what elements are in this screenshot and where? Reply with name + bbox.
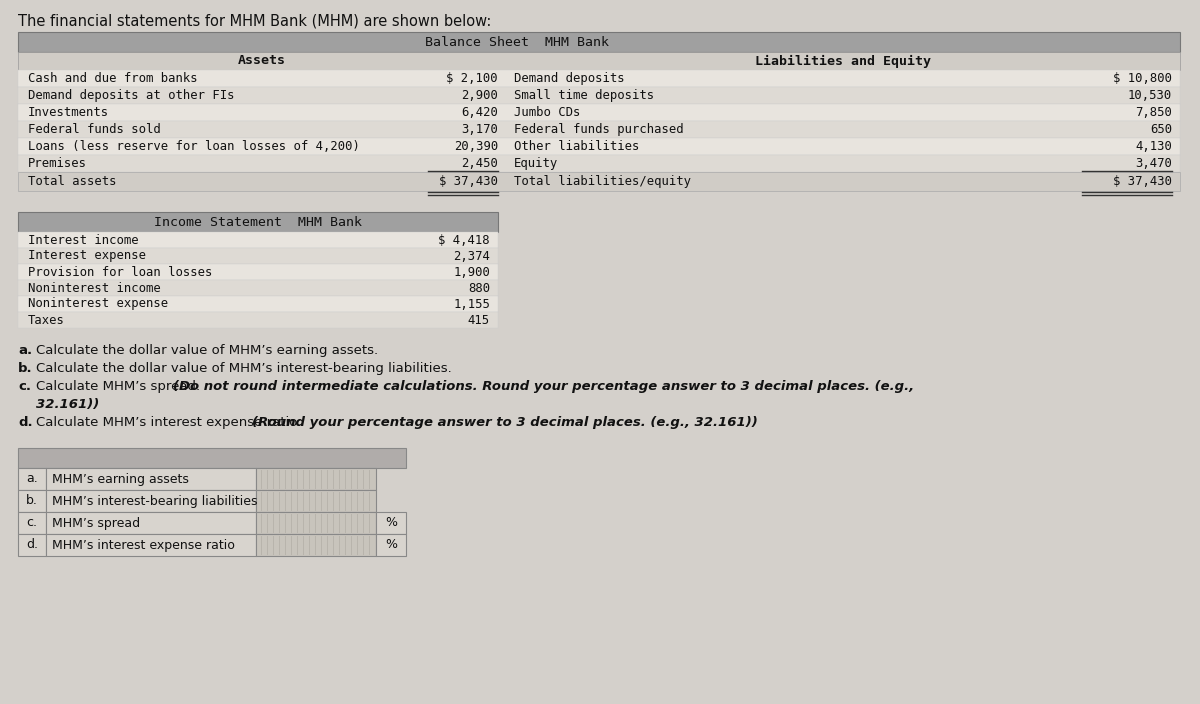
Text: 2,900: 2,900 [461,89,498,102]
Bar [46,468,256,490]
Bar [18,70,1180,87]
Text: Demand deposits at other FIs: Demand deposits at other FIs [28,89,234,102]
Text: The financial statements for MHM Bank (MHM) are shown below:: The financial statements for MHM Bank (M… [18,14,491,29]
Text: d.: d. [18,416,32,429]
Text: Interest expense: Interest expense [28,249,146,263]
Bar [18,312,498,328]
Bar [256,468,376,490]
Text: 7,850: 7,850 [1135,106,1172,119]
Text: Interest income: Interest income [28,234,139,246]
Text: $ 10,800: $ 10,800 [1114,72,1172,85]
Text: %: % [385,517,397,529]
Text: Assets: Assets [238,54,286,68]
Bar [18,32,1180,52]
Text: 415: 415 [468,313,490,327]
Text: 650: 650 [1150,123,1172,136]
Text: b.: b. [18,362,32,375]
Bar [256,534,376,556]
Text: $ 37,430: $ 37,430 [1114,175,1172,188]
Text: Calculate MHM’s spread.: Calculate MHM’s spread. [36,380,204,393]
Text: Total assets: Total assets [28,175,116,188]
Text: 880: 880 [468,282,490,294]
Text: 2,374: 2,374 [454,249,490,263]
Text: $ 2,100: $ 2,100 [446,72,498,85]
Text: Demand deposits: Demand deposits [514,72,625,85]
Text: c.: c. [18,380,31,393]
Text: Cash and due from banks: Cash and due from banks [28,72,198,85]
Text: Investments: Investments [28,106,109,119]
Bar [18,52,1180,70]
Text: $ 4,418: $ 4,418 [438,234,490,246]
Text: MHM’s interest expense ratio: MHM’s interest expense ratio [52,539,235,551]
Bar [18,155,1180,172]
Text: Federal funds purchased: Federal funds purchased [514,123,684,136]
Bar [18,468,46,490]
Bar [18,212,498,232]
Text: Equity: Equity [514,157,558,170]
Text: d.: d. [26,539,38,551]
Bar [18,296,498,312]
Text: Taxes: Taxes [28,313,65,327]
Text: b.: b. [26,494,38,508]
Bar [18,138,1180,155]
Text: 10,530: 10,530 [1128,89,1172,102]
Bar [376,512,406,534]
Text: Calculate the dollar value of MHM’s interest-bearing liabilities.: Calculate the dollar value of MHM’s inte… [36,362,451,375]
Text: 1,900: 1,900 [454,265,490,279]
Bar [18,264,498,280]
Bar [18,280,498,296]
Bar [46,490,256,512]
Text: a.: a. [18,344,32,357]
Text: 4,130: 4,130 [1135,140,1172,153]
Bar [18,248,498,264]
Text: 32.161)): 32.161)) [36,398,100,411]
Text: 20,390: 20,390 [454,140,498,153]
Text: Federal funds sold: Federal funds sold [28,123,161,136]
Bar [376,534,406,556]
Text: 2,450: 2,450 [461,157,498,170]
Text: MHM’s spread: MHM’s spread [52,517,140,529]
Text: a.: a. [26,472,38,486]
Text: c.: c. [26,517,37,529]
Text: Calculate MHM’s interest expense ratio.: Calculate MHM’s interest expense ratio. [36,416,306,429]
Text: (Do not round intermediate calculations. Round your percentage answer to 3 decim: (Do not round intermediate calculations.… [173,380,914,393]
Text: 3,170: 3,170 [461,123,498,136]
Bar [18,87,1180,104]
Bar [18,232,498,248]
Bar [18,104,1180,121]
Text: 3,470: 3,470 [1135,157,1172,170]
Bar [18,534,46,556]
Bar [18,490,46,512]
Text: Premises: Premises [28,157,88,170]
Bar [18,121,1180,138]
Bar [18,448,406,468]
Bar [46,512,256,534]
Text: Small time deposits: Small time deposits [514,89,654,102]
Text: (Round your percentage answer to 3 decimal places. (e.g., 32.161)): (Round your percentage answer to 3 decim… [252,416,757,429]
Text: $ 37,430: $ 37,430 [439,175,498,188]
Text: Balance Sheet  MHM Bank: Balance Sheet MHM Bank [425,35,608,49]
Bar [256,490,376,512]
Text: Calculate the dollar value of MHM’s earning assets.: Calculate the dollar value of MHM’s earn… [36,344,378,357]
Text: Noninterest income: Noninterest income [28,282,161,294]
Text: Loans (less reserve for loan losses of 4,200): Loans (less reserve for loan losses of 4… [28,140,360,153]
Text: 6,420: 6,420 [461,106,498,119]
Text: MHM’s earning assets: MHM’s earning assets [52,472,188,486]
Text: Noninterest expense: Noninterest expense [28,298,168,310]
Text: %: % [385,539,397,551]
Text: Jumbo CDs: Jumbo CDs [514,106,581,119]
Bar [18,172,1180,191]
Text: Liabilities and Equity: Liabilities and Equity [755,54,931,68]
Text: Other liabilities: Other liabilities [514,140,640,153]
Text: Income Statement  MHM Bank: Income Statement MHM Bank [154,215,362,229]
Bar [46,534,256,556]
Text: 1,155: 1,155 [454,298,490,310]
Bar [18,512,46,534]
Text: Provision for loan losses: Provision for loan losses [28,265,212,279]
Bar [256,512,376,534]
Text: Total liabilities/equity: Total liabilities/equity [514,175,691,188]
Text: MHM’s interest-bearing liabilities: MHM’s interest-bearing liabilities [52,494,258,508]
